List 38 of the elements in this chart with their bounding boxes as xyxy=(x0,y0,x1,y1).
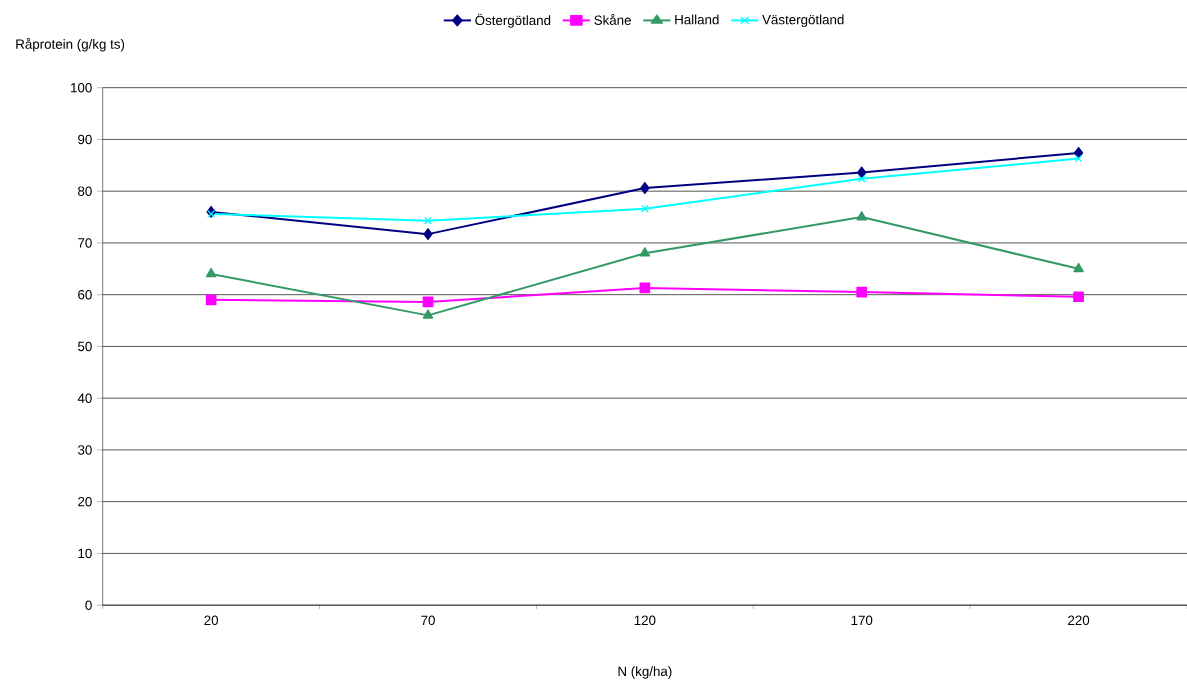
legend-label: Skåne xyxy=(594,13,631,25)
y-axis-title: Råprotein (g/kg ts) xyxy=(16,37,125,52)
legend-label: Västergötland xyxy=(762,14,844,27)
point xyxy=(639,247,651,257)
point xyxy=(1073,291,1084,302)
point xyxy=(422,309,434,319)
point xyxy=(1073,146,1084,159)
point xyxy=(423,228,433,241)
point xyxy=(207,209,216,218)
point xyxy=(640,181,650,194)
y-tick-label: 90 xyxy=(78,134,92,145)
y-tick-label: 100 xyxy=(71,82,92,93)
point xyxy=(1074,154,1083,163)
legend-label: Halland xyxy=(675,14,719,25)
x-axis-title: N (kg/ha) xyxy=(618,666,672,679)
x-tick-label: 20 xyxy=(204,615,219,625)
y-tick-label: 10 xyxy=(78,548,92,559)
x-tick-label: 220 xyxy=(1068,615,1090,625)
y-tick-label: 60 xyxy=(78,289,92,300)
point xyxy=(424,216,432,225)
point xyxy=(856,286,868,298)
y-tick-label: 50 xyxy=(78,341,92,352)
point xyxy=(205,267,217,278)
x-tick-label: 70 xyxy=(421,615,435,625)
y-tick-label: 0 xyxy=(85,600,92,610)
point xyxy=(856,210,867,221)
y-tick-label: 40 xyxy=(77,393,92,403)
legend-label: Östergötland xyxy=(475,13,551,28)
point xyxy=(857,174,866,183)
y-tick-label: 80 xyxy=(78,186,92,196)
point xyxy=(640,204,649,213)
y-tick-label: 70 xyxy=(78,238,92,248)
point xyxy=(1073,262,1084,273)
y-tick-label: 20 xyxy=(78,496,92,507)
point xyxy=(857,166,867,179)
y-tick-label: 30 xyxy=(77,445,92,455)
x-tick-label: 120 xyxy=(634,615,656,625)
x-tick-label: 170 xyxy=(851,615,873,625)
